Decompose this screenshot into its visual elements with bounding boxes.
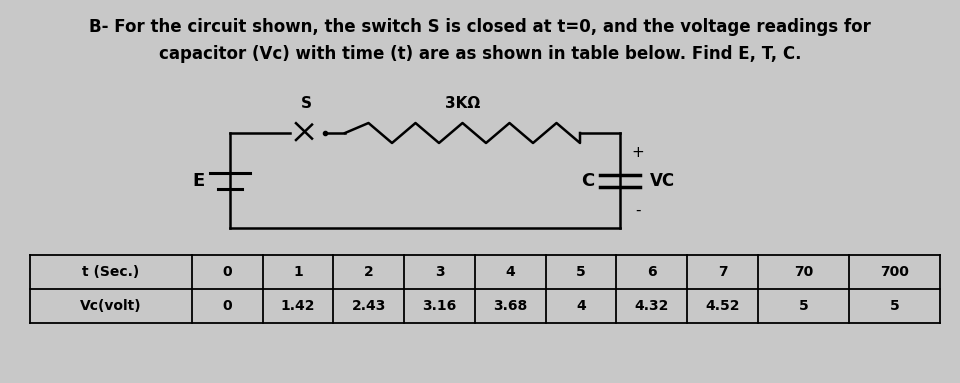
Text: 3.16: 3.16 [422, 299, 457, 313]
Text: 5: 5 [799, 299, 808, 313]
Text: VC: VC [650, 172, 675, 190]
Text: 5: 5 [890, 299, 900, 313]
Text: +: + [632, 145, 644, 160]
Text: 2: 2 [364, 265, 373, 279]
Text: 1.42: 1.42 [280, 299, 315, 313]
Text: 4: 4 [505, 265, 516, 279]
Text: capacitor (Vc) with time (t) are as shown in table below. Find E, T, C.: capacitor (Vc) with time (t) are as show… [158, 45, 802, 63]
Text: 4.32: 4.32 [635, 299, 669, 313]
Text: 700: 700 [880, 265, 909, 279]
Text: 4.52: 4.52 [706, 299, 740, 313]
Text: 6: 6 [647, 265, 657, 279]
Text: 0: 0 [223, 265, 232, 279]
Text: 7: 7 [718, 265, 728, 279]
Text: 3: 3 [435, 265, 444, 279]
Text: E: E [192, 172, 204, 190]
Text: 70: 70 [794, 265, 813, 279]
Text: 0: 0 [223, 299, 232, 313]
Text: S: S [300, 96, 311, 111]
Text: C: C [582, 172, 594, 190]
Text: t (Sec.): t (Sec.) [83, 265, 139, 279]
Text: 1: 1 [293, 265, 302, 279]
Text: 3KΩ: 3KΩ [444, 96, 480, 111]
Text: -: - [636, 203, 640, 218]
Text: 2.43: 2.43 [351, 299, 386, 313]
Text: 5: 5 [576, 265, 586, 279]
Text: Vc(volt): Vc(volt) [80, 299, 142, 313]
Text: 3.68: 3.68 [493, 299, 527, 313]
Text: B- For the circuit shown, the switch S is closed at t=0, and the voltage reading: B- For the circuit shown, the switch S i… [89, 18, 871, 36]
Text: 4: 4 [576, 299, 586, 313]
